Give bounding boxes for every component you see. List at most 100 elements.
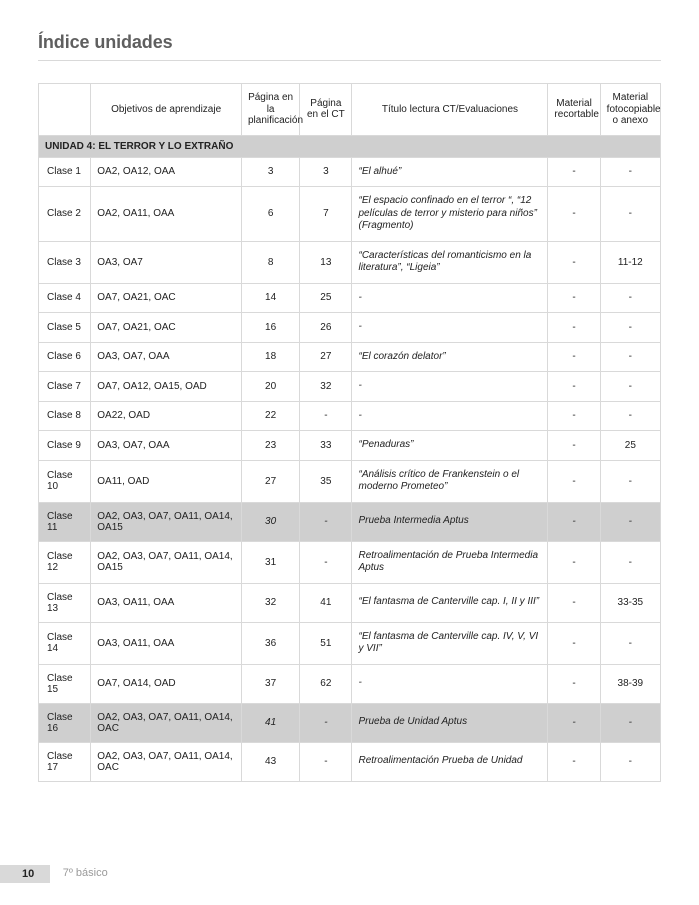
cell-objetivos: OA3, OA7, OAA	[91, 431, 242, 461]
cell-planificacion: 3	[241, 157, 299, 187]
cell-anexo: -	[600, 372, 660, 402]
cell-recortable: -	[548, 241, 600, 283]
grade-label: 7º básico	[63, 867, 108, 879]
cell-recortable: -	[548, 401, 600, 431]
cell-anexo: -	[600, 703, 660, 742]
cell-clase: Clase 10	[39, 460, 91, 502]
cell-anexo: -	[600, 502, 660, 541]
cell-anexo: -	[600, 313, 660, 343]
cell-clase: Clase 17	[39, 742, 91, 781]
index-table: Objetivos de aprendizaje Página en la pl…	[38, 83, 661, 782]
cell-objetivos: OA11, OAD	[91, 460, 242, 502]
table-row: Clase 17OA2, OA3, OA7, OA11, OA14, OAC43…	[39, 742, 661, 781]
cell-recortable: -	[548, 187, 600, 242]
cell-planificacion: 30	[241, 502, 299, 541]
cell-planificacion: 18	[241, 342, 299, 372]
th-objetivos: Objetivos de aprendizaje	[91, 84, 242, 136]
cell-planificacion: 20	[241, 372, 299, 402]
cell-recortable: -	[548, 703, 600, 742]
table-header-row: Objetivos de aprendizaje Página en la pl…	[39, 84, 661, 136]
cell-objetivos: OA2, OA3, OA7, OA11, OA14, OAC	[91, 703, 242, 742]
cell-recortable: -	[548, 502, 600, 541]
cell-recortable: -	[548, 460, 600, 502]
cell-ct: -	[300, 742, 352, 781]
cell-planificacion: 23	[241, 431, 299, 461]
cell-ct: 7	[300, 187, 352, 242]
cell-ct: -	[300, 541, 352, 583]
cell-ct: 25	[300, 283, 352, 313]
cell-titulo: Retroalimentación Prueba de Unidad	[352, 742, 548, 781]
cell-anexo: -	[600, 157, 660, 187]
cell-objetivos: OA2, OA3, OA7, OA11, OA14, OA15	[91, 502, 242, 541]
cell-titulo: “El fantasma de Canterville cap. I, II y…	[352, 583, 548, 622]
cell-clase: Clase 5	[39, 313, 91, 343]
cell-anexo: 11-12	[600, 241, 660, 283]
cell-titulo: “Análisis crítico de Frankenstein o el m…	[352, 460, 548, 502]
cell-ct: 27	[300, 342, 352, 372]
cell-planificacion: 6	[241, 187, 299, 242]
unit-header-cell: UNIDAD 4: EL TERROR Y LO EXTRAÑO	[39, 135, 661, 157]
cell-titulo: -	[352, 401, 548, 431]
cell-clase: Clase 7	[39, 372, 91, 402]
cell-anexo: -	[600, 460, 660, 502]
cell-ct: -	[300, 502, 352, 541]
cell-planificacion: 22	[241, 401, 299, 431]
table-row: Clase 5OA7, OA21, OAC1626---	[39, 313, 661, 343]
cell-clase: Clase 14	[39, 622, 91, 664]
cell-planificacion: 31	[241, 541, 299, 583]
cell-ct: 62	[300, 664, 352, 703]
cell-clase: Clase 15	[39, 664, 91, 703]
cell-titulo: “Características del romanticismo en la …	[352, 241, 548, 283]
cell-clase: Clase 16	[39, 703, 91, 742]
cell-ct: 41	[300, 583, 352, 622]
cell-ct: 32	[300, 372, 352, 402]
cell-ct: 33	[300, 431, 352, 461]
cell-clase: Clase 4	[39, 283, 91, 313]
cell-recortable: -	[548, 372, 600, 402]
cell-clase: Clase 11	[39, 502, 91, 541]
cell-objetivos: OA3, OA11, OAA	[91, 583, 242, 622]
cell-objetivos: OA2, OA3, OA7, OA11, OA14, OAC	[91, 742, 242, 781]
cell-clase: Clase 6	[39, 342, 91, 372]
cell-objetivos: OA2, OA11, OAA	[91, 187, 242, 242]
cell-anexo: -	[600, 342, 660, 372]
cell-ct: -	[300, 401, 352, 431]
table-row: Clase 3OA3, OA7813“Características del r…	[39, 241, 661, 283]
cell-titulo: -	[352, 283, 548, 313]
cell-titulo: -	[352, 372, 548, 402]
unit-header-row: UNIDAD 4: EL TERROR Y LO EXTRAÑO	[39, 135, 661, 157]
cell-objetivos: OA7, OA12, OA15, OAD	[91, 372, 242, 402]
table-row: Clase 6OA3, OA7, OAA1827“El corazón dela…	[39, 342, 661, 372]
cell-clase: Clase 9	[39, 431, 91, 461]
page-footer: 10 7º básico	[0, 864, 699, 883]
cell-objetivos: OA7, OA14, OAD	[91, 664, 242, 703]
table-row: Clase 8OA22, OAD22----	[39, 401, 661, 431]
th-anexo: Material fotocopiable o anexo	[600, 84, 660, 136]
cell-objetivos: OA3, OA7	[91, 241, 242, 283]
cell-planificacion: 16	[241, 313, 299, 343]
cell-anexo: -	[600, 541, 660, 583]
cell-ct: 3	[300, 157, 352, 187]
cell-clase: Clase 1	[39, 157, 91, 187]
cell-recortable: -	[548, 664, 600, 703]
page-title: Índice unidades	[38, 32, 661, 53]
cell-ct: 51	[300, 622, 352, 664]
cell-planificacion: 43	[241, 742, 299, 781]
cell-anexo: -	[600, 401, 660, 431]
cell-titulo: “Penaduras”	[352, 431, 548, 461]
cell-objetivos: OA22, OAD	[91, 401, 242, 431]
table-row: Clase 14OA3, OA11, OAA3651“El fantasma d…	[39, 622, 661, 664]
table-row: Clase 10OA11, OAD2735“Análisis crítico d…	[39, 460, 661, 502]
cell-anexo: -	[600, 283, 660, 313]
cell-recortable: -	[548, 541, 600, 583]
cell-ct: 13	[300, 241, 352, 283]
cell-recortable: -	[548, 583, 600, 622]
table-row: Clase 4OA7, OA21, OAC1425---	[39, 283, 661, 313]
th-planificacion: Página en la planificación	[241, 84, 299, 136]
page-number-box: 10	[0, 865, 50, 883]
table-body: UNIDAD 4: EL TERROR Y LO EXTRAÑO Clase 1…	[39, 135, 661, 781]
cell-clase: Clase 8	[39, 401, 91, 431]
cell-clase: Clase 12	[39, 541, 91, 583]
cell-objetivos: OA2, OA3, OA7, OA11, OA14, OA15	[91, 541, 242, 583]
table-row: Clase 2OA2, OA11, OAA67“El espacio confi…	[39, 187, 661, 242]
